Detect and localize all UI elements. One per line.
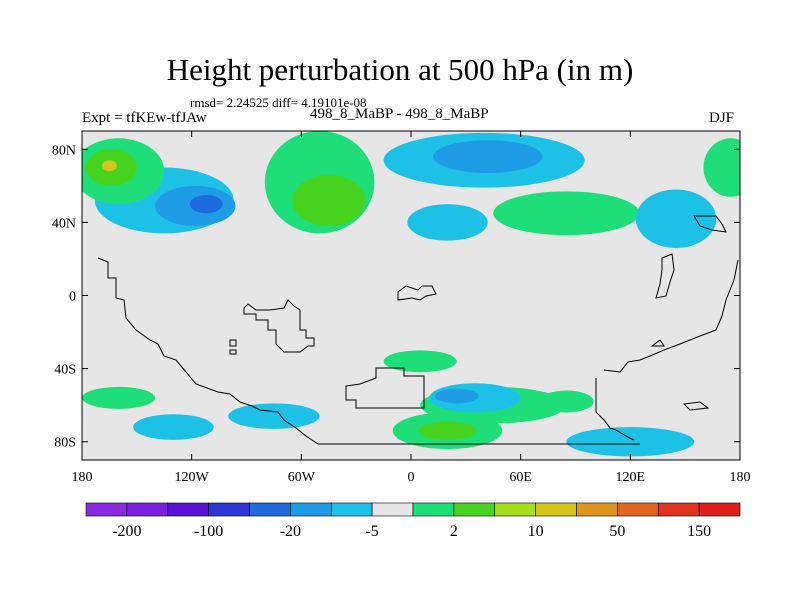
colorbar-swatch-10 — [494, 502, 536, 517]
coastline-east-4 — [655, 253, 675, 299]
colorbar-swatch-5 — [290, 502, 332, 517]
x-axis: 180 120W 60W 0 60E 120E 180 — [72, 131, 751, 485]
contour-field-20 — [133, 414, 214, 440]
contour-field-9 — [432, 140, 543, 174]
y-tick-label-2: 0 — [69, 290, 76, 305]
contour-field-17 — [434, 388, 479, 404]
coastline-americas — [97, 257, 640, 445]
contour-fields — [82, 131, 740, 457]
colorbar-label-0: -200 — [112, 523, 141, 540]
experiment-label: Expt = tfKEw-tfJAw — [82, 110, 207, 126]
x-tick-label-6: 180 — [730, 470, 751, 485]
coastline-small-island-2 — [229, 349, 237, 355]
contour-field-19 — [418, 421, 477, 440]
contour-field-2 — [189, 194, 223, 214]
coastline-east-6 — [682, 401, 710, 411]
colorbar-label-1: -100 — [194, 523, 223, 540]
x-tick-label-4: 60E — [509, 470, 532, 485]
x-tick-label-0: 180 — [72, 470, 93, 485]
colorbar-swatch-8 — [412, 502, 455, 517]
season-label: DJF — [709, 110, 735, 126]
colorbar-swatch-12 — [576, 502, 618, 517]
colorbar: -200 -100 -20 -5 2 10 50 150 — [85, 502, 741, 540]
coastline-east-5 — [693, 215, 727, 233]
y-tick-label-0: 80N — [52, 143, 76, 158]
x-tick-label-3: 0 — [408, 470, 415, 485]
coastline-east-3 — [650, 339, 665, 347]
colorbar-swatch-14 — [657, 502, 700, 517]
contour-field-14 — [383, 350, 457, 373]
colorbar-swatch-13 — [617, 502, 659, 517]
colorbar-swatch-2 — [167, 502, 209, 517]
contour-field-12 — [635, 189, 717, 248]
colorbar-label-6: 50 — [609, 523, 625, 540]
colorbar-label-5: 10 — [528, 523, 544, 540]
coastline-east — [595, 378, 635, 441]
colorbar-swatch-15 — [698, 502, 741, 517]
colorbar-swatch-3 — [208, 502, 250, 517]
contour-field-11 — [493, 191, 640, 236]
coastline-africa — [397, 285, 437, 301]
x-tick-label-5: 120E — [616, 470, 646, 485]
colorbar-swatch-0 — [85, 502, 128, 517]
contour-field-21 — [228, 403, 320, 429]
coastline-south-atlantic — [345, 367, 425, 409]
colorbar-swatch-6 — [330, 502, 373, 517]
contour-field-23 — [566, 427, 695, 457]
coastline-east-2 — [603, 259, 739, 373]
stats-label: rmsd= 2.24525 diff= 4.19101e-08 — [190, 95, 367, 110]
contour-field-24 — [538, 390, 594, 413]
colorbar-swatch-4 — [249, 502, 291, 517]
contour-field-22 — [82, 386, 156, 409]
center-label: 498_8_MaBP - 498_8_MaBP — [310, 106, 489, 122]
colorbar-swatch-1 — [126, 502, 169, 517]
colorbar-label-7: 150 — [687, 523, 711, 540]
colorbar-label-2: -20 — [280, 523, 301, 540]
contour-field-5 — [102, 160, 117, 172]
y-tick-label-3: 40S — [54, 363, 76, 378]
x-tick-label-2: 60W — [288, 470, 316, 485]
coastline-pacific-island — [243, 299, 315, 353]
y-tick-label-1: 40N — [52, 216, 76, 231]
colorbar-label-4: 2 — [450, 523, 458, 540]
colorbar-swatch-9 — [453, 502, 496, 517]
colorbar-swatch-7 — [371, 502, 414, 517]
colorbar-label-3: -5 — [365, 523, 378, 540]
coastline-small-island-1 — [229, 339, 237, 347]
y-tick-label-4: 80S — [54, 436, 76, 451]
contour-field-10 — [407, 204, 488, 241]
coastline — [97, 215, 739, 445]
colorbar-swatch-11 — [535, 502, 577, 517]
contour-field-13 — [703, 138, 740, 197]
x-tick-label-1: 120W — [175, 470, 210, 485]
chart-title: Height perturbation at 500 hPa (in m) — [166, 52, 634, 87]
contour-field-7 — [292, 174, 366, 227]
y-axis: 80N 40N 0 40S 80S — [52, 143, 740, 451]
